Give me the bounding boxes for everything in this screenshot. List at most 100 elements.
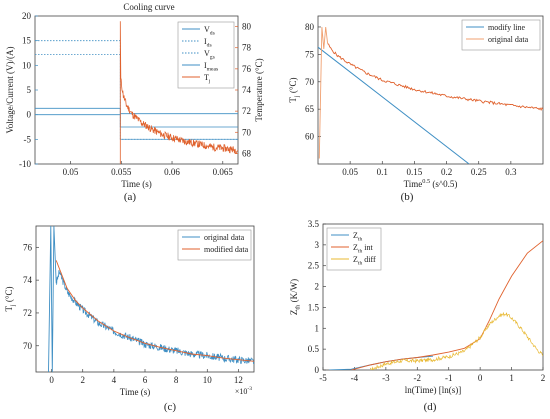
panel-a-legend-label-3: Imeas	[204, 61, 218, 73]
panel-a-xlabel: Time (s)	[121, 179, 151, 189]
panel-c-legend-label-0: original data	[204, 233, 245, 242]
panel-a-series-v-gs	[35, 40, 238, 140]
panel-d-ylabel: Zth (K/W)	[289, 279, 302, 315]
panel-b-legend-label-0: modify line	[488, 23, 526, 32]
panel-d-ytick-label-6: 3	[315, 240, 320, 250]
caption-b: (b)	[401, 191, 414, 203]
panel-c-xtick-label-2: 4	[112, 375, 117, 385]
panel-b-xlabel: Time0.5 (s^0.5)	[404, 178, 458, 189]
panel-b-ytick-label-4: 80	[305, 22, 315, 32]
panel-d-xtick-label-6: 1	[509, 373, 514, 383]
panel-d-legend-label-2: Zth diff	[353, 255, 376, 267]
panel-d-ytick-label-5: 2.5	[308, 261, 320, 271]
panel-b-xtick-label-2: 0.15	[407, 167, 423, 177]
panel-c-xtick-label-3: 6	[143, 375, 148, 385]
panel-a-ytick-left-label-5: 15	[22, 36, 32, 46]
panel-d-ytick-label-3: 1.5	[308, 302, 320, 312]
panel-a-ytick-right-label-2: 72	[242, 106, 251, 116]
panel-b-ylabel: Tj (°C)	[288, 77, 301, 102]
panel-d-frame	[322, 223, 544, 371]
panel-a-legend-label-0: Vds	[204, 25, 215, 37]
panel-d-series-zth-diff	[369, 311, 543, 370]
panel-a-ytick-left-label-0: -10	[19, 159, 31, 169]
panel-a-ytick-right-label-3: 74	[242, 85, 252, 95]
panel-a-series-v-ds	[35, 107, 238, 115]
panel-c-xtick-label-1: 2	[80, 375, 85, 385]
panel-a-title: Cooling curve	[123, 2, 174, 12]
panel-b-xtick-label-4: 0.25	[471, 167, 487, 177]
caption-a: (a)	[124, 191, 137, 203]
panel-a-ytick-left-label-4: 10	[22, 60, 32, 70]
panel-b-xtick-label-5: 0.3	[505, 167, 517, 177]
panel-d-xtick-label-1: -4	[351, 373, 359, 383]
panel-b-series-original-data	[327, 43, 543, 112]
panel-a-legend-label-1: Ids	[204, 37, 212, 49]
panel-a-ytick-left-label-1: -5	[24, 134, 32, 144]
caption-c: (c)	[164, 401, 177, 413]
panel-c-x-multiplier: ×10-3	[235, 386, 252, 396]
panel-d-xtick-label-2: -3	[382, 373, 390, 383]
panel-c-xtick-label-5: 10	[203, 375, 213, 385]
panel-d-ytick-label-2: 1	[315, 323, 320, 333]
panel-c-ytick-label-0: 70	[23, 341, 33, 351]
panel-d-xtick-label-5: 0	[478, 373, 483, 383]
panel-a-series-t-j	[119, 21, 238, 164]
panel-a-xtick-label-3: 0.065	[213, 167, 234, 177]
panel-d-ytick-label-0: 0	[315, 365, 320, 375]
panel-c-legend-box	[177, 229, 252, 261]
panel-c-ytick-label-1: 72	[23, 308, 32, 318]
panel-a-ylabel-left: Voltage/Current (V)/(A)	[5, 46, 15, 133]
panel-d-legend-label-0: Zth	[353, 231, 362, 243]
panel-a-ytick-right-label-0: 68	[242, 148, 252, 158]
panel-d-xtick-label-7: 2	[541, 373, 546, 383]
panel-d-series-zth-int	[351, 240, 543, 370]
panel-b-series-original-data-head	[318, 26, 329, 159]
panel-c-xtick-label-6: 12	[234, 375, 243, 385]
panel-a-ytick-right-label-6: 80	[242, 22, 252, 32]
panel-c-ylabel: Tj (°C)	[4, 286, 17, 311]
panel-d-ytick-label-1: 0.5	[308, 344, 320, 354]
panel-d-ytick-label-4: 2	[315, 282, 320, 292]
panel-b-xtick-label-3: 0.2	[441, 167, 452, 177]
panel-b-ytick-label-0: 60	[305, 132, 315, 142]
panel-b-series-modify-line	[318, 46, 470, 164]
panel-d-ytick-label-7: 3.5	[308, 219, 320, 229]
panel-b-legend-box	[461, 19, 541, 51]
panel-d-xtick-label-3: -2	[414, 373, 422, 383]
panel-d-legend-label-1: Zth int	[353, 243, 373, 255]
panel-c-legend-label-1: modified data	[204, 245, 249, 254]
panel-c-series-modified-data	[55, 260, 254, 362]
panel-b-ytick-label-2: 70	[305, 77, 315, 87]
panel-a-ytick-left-label-3: 5	[27, 85, 32, 95]
panel-d-xtick-label-0: -5	[319, 373, 327, 383]
panel-a-ytick-left-label-6: 20	[22, 11, 32, 21]
panel-c-series-original-data	[55, 270, 254, 365]
panel-a-xtick-label-1: 0.055	[111, 167, 132, 177]
panel-c-xtick-label-4: 8	[174, 375, 179, 385]
panel-b-ytick-label-1: 65	[305, 104, 315, 114]
panel-d-xtick-label-4: -1	[445, 373, 453, 383]
panel-a-xtick-label-0: 0.05	[63, 167, 79, 177]
panel-c-ytick-label-2: 74	[23, 275, 33, 285]
panel-b-frame	[317, 15, 544, 165]
panel-d-xlabel: ln(Time) [ln(s)]	[405, 385, 461, 395]
panel-a-ytick-left-label-2: 0	[27, 110, 32, 120]
caption-d: (d)	[424, 401, 437, 413]
panel-b-xtick-label-1: 0.1	[377, 167, 388, 177]
panel-b-legend-label-1: original data	[488, 35, 529, 44]
panel-c-series-original-data-head	[48, 226, 57, 372]
panel-a-legend-label-4: Tj	[204, 73, 211, 85]
panel-a-legend-label-2: Vgs	[204, 49, 215, 61]
panel-a-xtick-label-2: 0.06	[164, 167, 180, 177]
panel-b-ytick-label-3: 75	[305, 49, 315, 59]
panel-a-ytick-right-label-4: 76	[242, 64, 252, 74]
panel-a-ylabel-right: Temperature (°C)	[254, 58, 264, 121]
panel-c-xtick-label-0: 0	[49, 375, 54, 385]
panel-c-xlabel: Time (s)	[120, 387, 150, 397]
panel-b-xtick-label-0: 0.05	[342, 167, 358, 177]
panel-a-ytick-right-label-5: 78	[242, 43, 252, 53]
panel-c-ytick-label-3: 76	[23, 242, 33, 252]
panel-a-ytick-right-label-1: 70	[242, 127, 252, 137]
